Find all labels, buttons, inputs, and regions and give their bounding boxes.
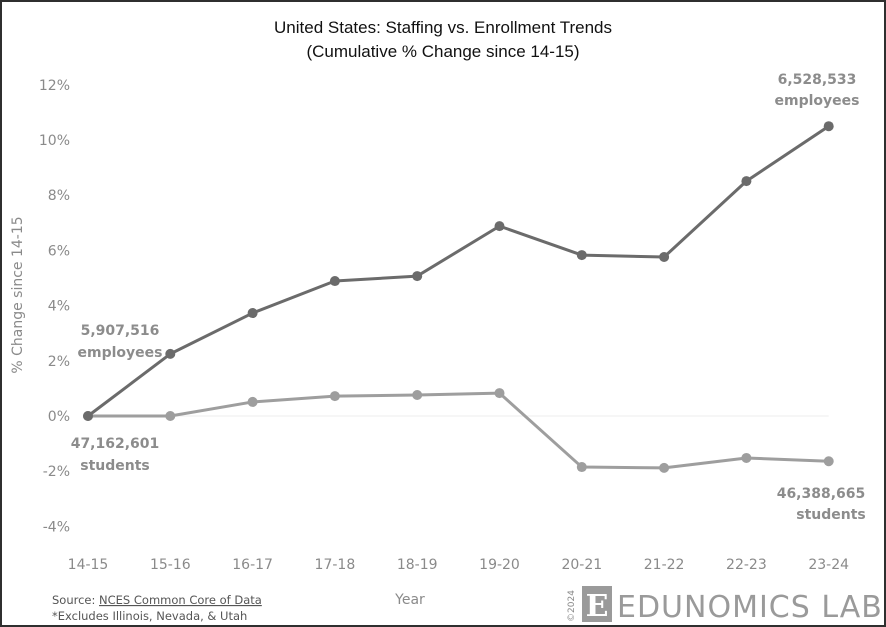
svg-text:employees: employees: [775, 93, 860, 109]
x-axis-ticks: 14-15 15-16 16-17 17-18 18-19 19-20 20-21 21-22…: [68, 557, 849, 573]
data-point: [329, 391, 340, 402]
data-point: [412, 271, 423, 282]
data-point: [576, 250, 587, 261]
x-tick-label: 17-18: [315, 557, 356, 573]
edunomics-logo: ©2024 E EDUNOMICS LAB: [567, 586, 883, 625]
annotation-end-students: 46,388,665 students: [777, 486, 866, 523]
series-employees: [83, 121, 834, 421]
source-link[interactable]: NCES Common Core of Data: [99, 593, 262, 607]
x-tick-label: 18-19: [397, 557, 438, 573]
data-point: [329, 276, 340, 287]
y-tick-label: 10%: [39, 133, 70, 149]
footnote: *Excludes Illinois, Nevada, & Utah: [52, 609, 247, 623]
copyright-text: ©2024: [567, 590, 577, 622]
svg-text:students: students: [796, 507, 866, 523]
data-point: [823, 121, 834, 132]
y-tick-label: -2%: [43, 464, 70, 480]
chart-title-block: United States: Staffing vs. Enrollment T…: [2, 16, 884, 64]
chart-title: United States: Staffing vs. Enrollment T…: [274, 18, 612, 37]
svg-text:employees: employees: [78, 345, 163, 361]
data-point: [494, 388, 505, 399]
y-tick-label: 12%: [39, 78, 70, 94]
y-tick-label: 0%: [48, 409, 70, 425]
data-point: [659, 252, 670, 263]
y-tick-label: 4%: [48, 299, 70, 315]
x-tick-label: 23-24: [808, 557, 849, 573]
x-tick-label: 14-15: [68, 557, 109, 573]
annotation-start-students: 47,162,601 students: [71, 436, 160, 474]
annotation-end-employees: 6,528,533 employees: [775, 72, 860, 109]
data-point: [165, 411, 176, 421]
logo-badge-icon: [582, 586, 612, 622]
x-tick-label: 19-20: [479, 557, 520, 573]
chart-subtitle: (Cumulative % Change since 14-15): [306, 42, 580, 61]
series-lines: [83, 121, 834, 473]
data-point: [494, 221, 505, 232]
data-point: [247, 308, 258, 319]
data-point: [659, 462, 670, 473]
data-point: [165, 348, 176, 359]
y-tick-label: -4%: [43, 519, 70, 535]
data-point: [83, 411, 93, 421]
y-tick-label: 2%: [48, 354, 70, 370]
x-tick-label: 16-17: [232, 557, 273, 573]
annotation-start-employees: 5,907,516 employees: [78, 323, 163, 361]
y-tick-label: 6%: [48, 243, 70, 259]
source-line: Source: NCES Common Core of Data: [52, 593, 262, 607]
data-point: [741, 452, 752, 463]
data-point: [823, 456, 834, 467]
y-axis-label: % Change since 14-15: [10, 216, 26, 373]
x-tick-label: 22-23: [726, 557, 767, 573]
svg-text:46,388,665: 46,388,665: [777, 486, 866, 502]
data-point: [576, 462, 587, 473]
series-students: [83, 388, 834, 473]
svg-text:students: students: [80, 458, 150, 474]
data-point: [412, 390, 423, 401]
x-tick-label: 20-21: [561, 557, 602, 573]
svg-text:6,528,533: 6,528,533: [778, 72, 857, 88]
svg-text:5,907,516: 5,907,516: [81, 323, 160, 339]
svg-text:E: E: [586, 589, 609, 624]
x-tick-label: 15-16: [150, 557, 191, 573]
data-point: [247, 396, 258, 407]
x-axis-label: Year: [394, 592, 425, 608]
y-axis-ticks: 12% 10% 8% 6% 4% 2% 0% -2% -4%: [39, 78, 70, 536]
logo-text: EDUNOMICS LAB: [617, 590, 883, 625]
x-tick-label: 21-22: [644, 557, 685, 573]
svg-text:47,162,601: 47,162,601: [71, 436, 160, 452]
data-point: [741, 176, 752, 187]
y-tick-label: 8%: [48, 188, 70, 204]
